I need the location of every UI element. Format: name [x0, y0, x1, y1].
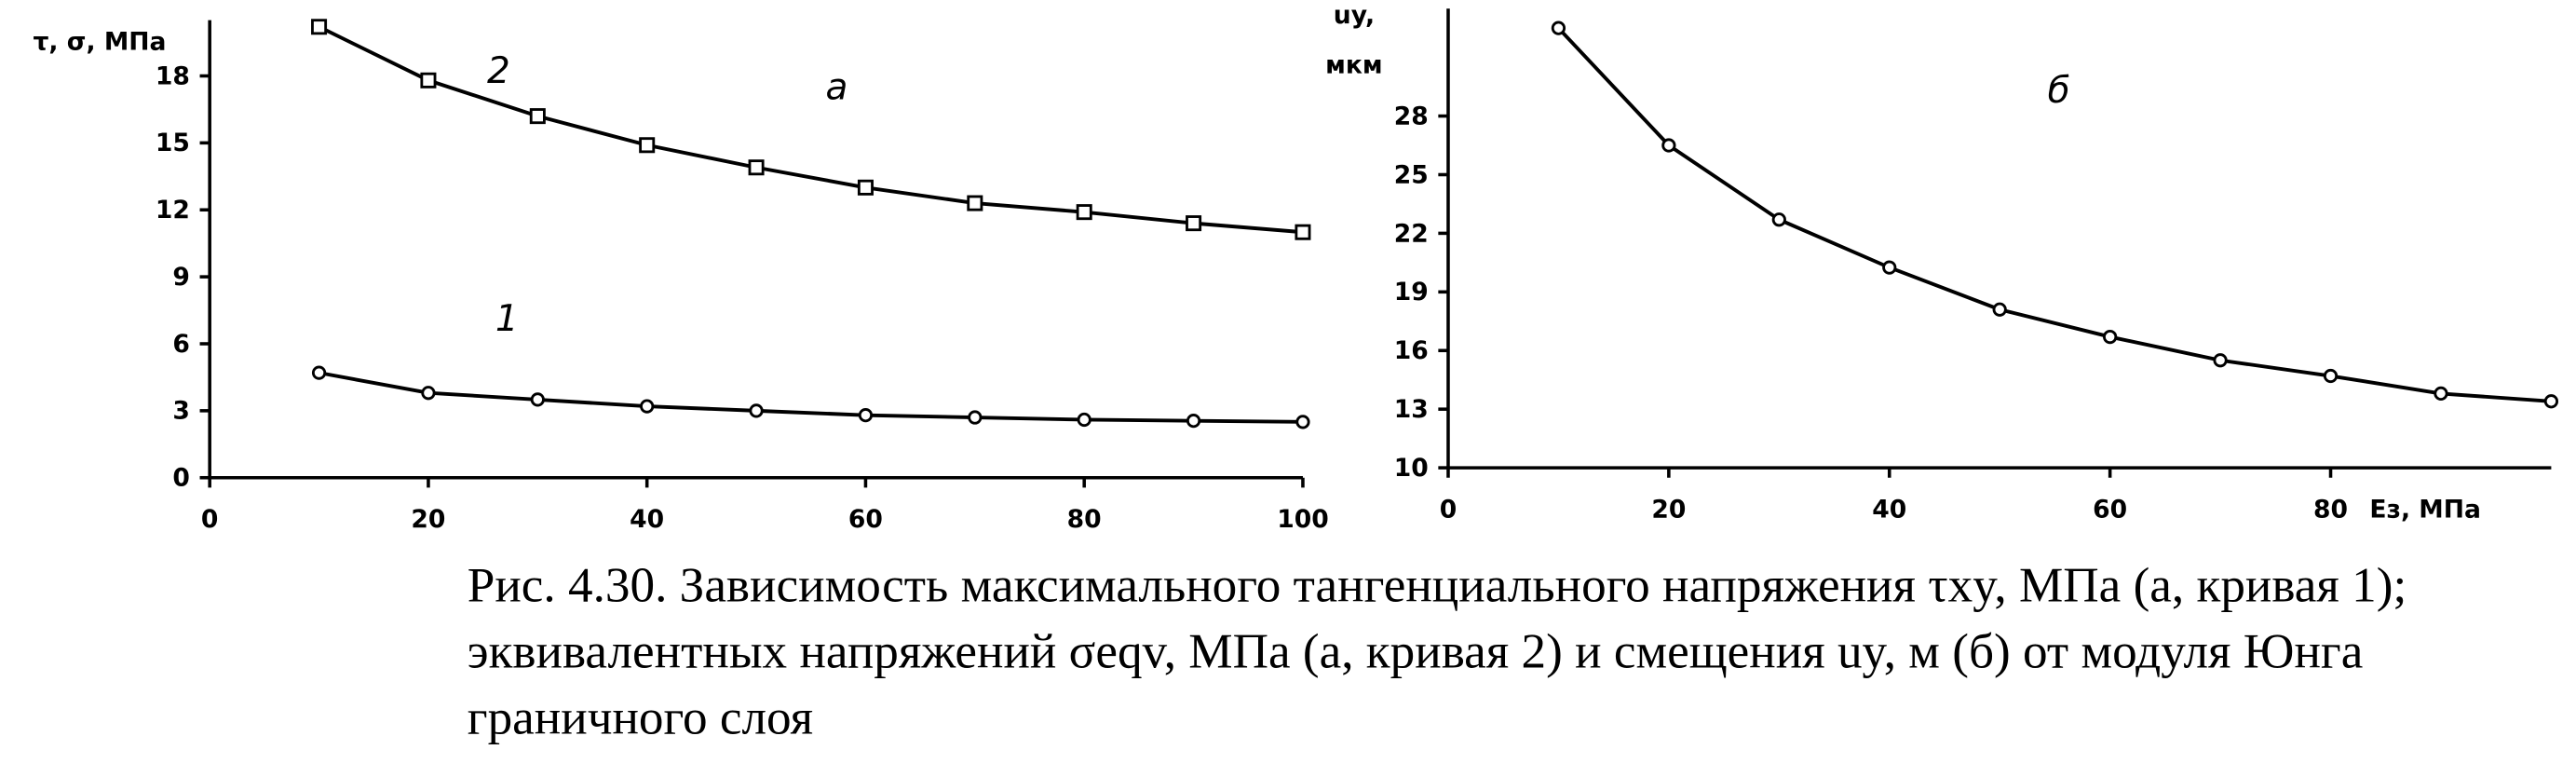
y-tick-label: 22 — [1394, 219, 1429, 248]
caption-line: эквивалентных напряжений σeqv, МПа (а, к… — [468, 624, 2364, 679]
x-tick-label: 0 — [1440, 495, 1457, 524]
x-tick-label: 80 — [1067, 505, 1102, 534]
y-tick-label: 0 — [172, 464, 190, 493]
caption-line: Рис. 4.30. Зависимость максимального тан… — [468, 558, 2407, 613]
caption-line: граничного слоя — [468, 690, 813, 745]
marker — [2543, 394, 2559, 409]
marker — [2213, 353, 2228, 368]
marker — [1661, 138, 1676, 153]
x-tick-label: 20 — [411, 505, 445, 534]
x-tick-label: 40 — [1872, 495, 1906, 524]
x-tick-label: 80 — [2313, 495, 2348, 524]
marker — [1771, 212, 1786, 227]
marker — [749, 403, 764, 418]
marker — [967, 195, 983, 211]
y-tick-label: 19 — [1394, 278, 1429, 307]
x-tick-label: 0 — [201, 505, 219, 534]
marker — [858, 408, 874, 423]
marker — [530, 392, 545, 407]
marker — [1077, 412, 1091, 428]
marker — [1992, 302, 2007, 317]
y-axis-label: τ, σ, МПа — [33, 28, 166, 57]
x-tick-label: 60 — [2093, 495, 2127, 524]
x-tick-label: 100 — [1277, 505, 1328, 534]
y-tick-label: 25 — [1394, 160, 1429, 189]
y-tick-label: 15 — [156, 129, 190, 157]
x-tick-label: 40 — [630, 505, 664, 534]
y-tick-label: 3 — [172, 397, 190, 426]
x-tick-label: 60 — [848, 505, 883, 534]
y-tick-label: 10 — [1394, 454, 1429, 483]
marker — [420, 72, 437, 89]
marker — [1882, 260, 1897, 275]
marker — [2323, 368, 2339, 384]
panel-label: а — [826, 67, 848, 109]
series-line — [319, 371, 1303, 424]
marker — [529, 108, 546, 125]
marker — [857, 179, 874, 196]
y-axis-label: uy, — [1334, 1, 1375, 30]
marker — [1551, 20, 1566, 35]
marker — [2103, 329, 2118, 345]
marker — [748, 159, 765, 176]
marker — [968, 410, 983, 425]
panel-label: б — [2048, 70, 2070, 112]
marker — [640, 399, 655, 414]
marker — [1186, 414, 1201, 429]
marker — [1295, 224, 1311, 240]
y-axis-label: мкм — [1325, 50, 1383, 79]
marker — [311, 365, 327, 380]
x-axis-label: Eз, МПа — [2369, 495, 2481, 524]
curve-label: 1 — [495, 298, 519, 340]
marker — [421, 386, 436, 401]
y-tick-label: 9 — [172, 263, 190, 292]
curve-label: 2 — [487, 50, 510, 92]
y-tick-label: 16 — [1394, 336, 1429, 365]
series-line — [1557, 26, 2552, 403]
y-tick-label: 13 — [1394, 395, 1429, 424]
marker — [2434, 386, 2448, 402]
series-line — [318, 25, 1304, 235]
y-tick-label: 18 — [156, 61, 190, 90]
marker — [1295, 415, 1310, 429]
marker — [311, 19, 328, 35]
marker — [1076, 204, 1092, 221]
x-tick-label: 20 — [1651, 495, 1686, 524]
y-tick-label: 28 — [1394, 102, 1429, 130]
y-tick-label: 12 — [156, 196, 190, 225]
marker — [639, 137, 656, 154]
y-tick-label: 6 — [172, 330, 190, 359]
marker — [1186, 215, 1202, 232]
